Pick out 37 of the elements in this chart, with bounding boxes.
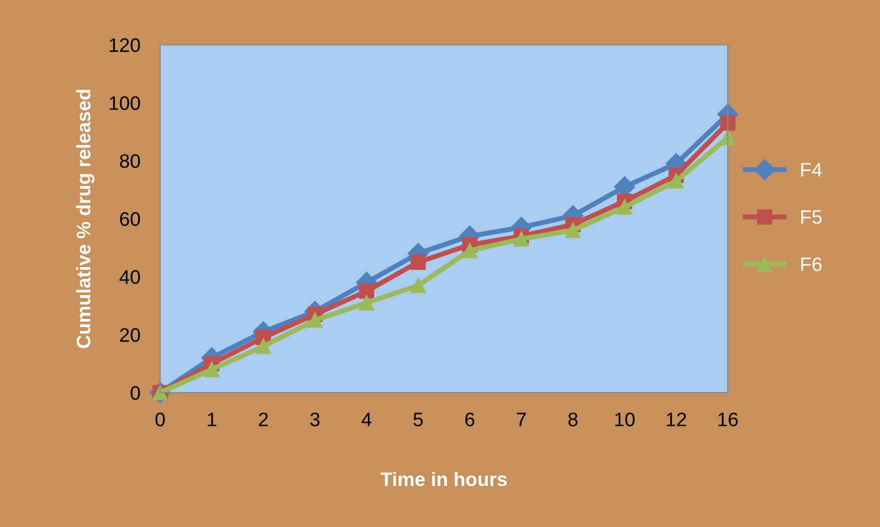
- y-tick-label: 40: [120, 270, 140, 284]
- y-tick-label: 100: [110, 96, 140, 110]
- point: [410, 278, 426, 294]
- x-tick-label: 6: [465, 412, 474, 426]
- point: [358, 295, 374, 310]
- x-tick-label: 16: [718, 412, 738, 426]
- x-tick-label: 5: [414, 412, 423, 426]
- y-tick-label: 80: [120, 154, 140, 168]
- x-tick-label: 0: [156, 412, 165, 426]
- x-tick-label: 4: [362, 412, 372, 426]
- point: [256, 338, 271, 354]
- y-tick-label: 60: [120, 212, 140, 226]
- x-tick-label: 12: [666, 412, 686, 426]
- x-tick-label: 7: [516, 412, 526, 426]
- point: [720, 115, 736, 131]
- x-tick-label: 2: [258, 412, 268, 426]
- point: [668, 173, 684, 189]
- y-tick-label: 0: [130, 386, 140, 400]
- point: [616, 199, 632, 215]
- legend-label: F6: [801, 257, 822, 272]
- y-tick-label: 120: [110, 38, 140, 52]
- legend-label: F4: [801, 163, 822, 176]
- x-tick-label: 3: [310, 412, 320, 426]
- y-axis-title: Cumulative % drug released: [76, 90, 94, 348]
- point: [462, 242, 478, 258]
- point: [410, 254, 426, 270]
- x-tick-label: 8: [568, 412, 578, 426]
- point: [204, 362, 220, 378]
- legend-label: F5: [801, 210, 822, 224]
- x-axis-title: Time in hours: [380, 472, 507, 486]
- point: [307, 312, 323, 328]
- x-tick-label: 10: [615, 412, 635, 426]
- point: [565, 222, 581, 238]
- x-tick-label: 1: [208, 412, 216, 426]
- point: [358, 284, 374, 299]
- y-tick-label: 20: [120, 328, 140, 342]
- point: [514, 231, 529, 247]
